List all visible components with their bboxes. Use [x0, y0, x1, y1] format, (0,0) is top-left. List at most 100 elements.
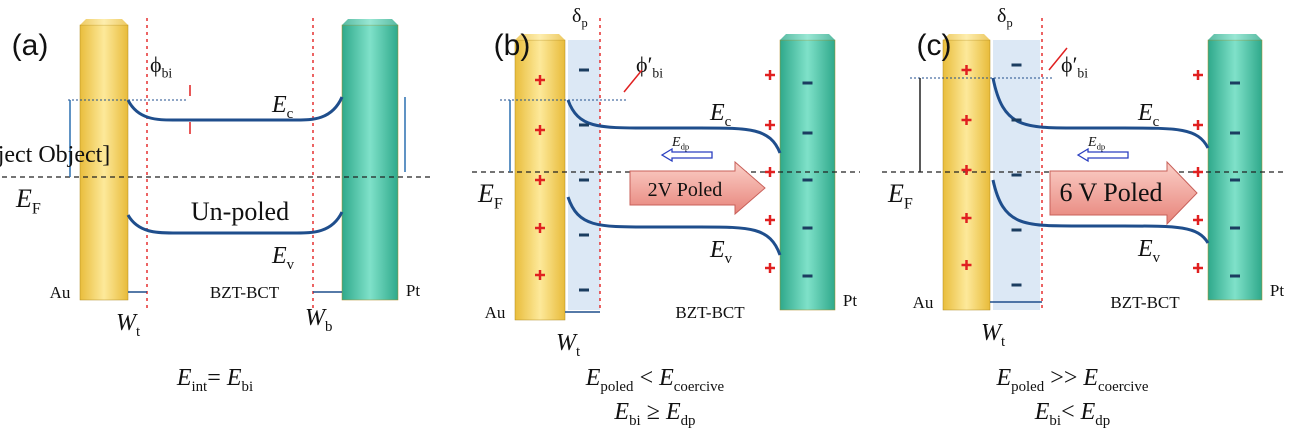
poling-label: 2V Poled	[648, 179, 723, 201]
main-text: E	[709, 100, 725, 126]
subscript: bi	[652, 66, 663, 81]
main-text: W	[556, 330, 578, 356]
main-text: E	[613, 399, 629, 425]
barrier-label: ϕbi	[150, 52, 172, 81]
subscript: dp	[681, 142, 690, 152]
subscript: F	[32, 201, 41, 218]
subscript: b	[325, 319, 332, 335]
subscript: t	[136, 324, 141, 340]
field-label: Edp	[1087, 135, 1105, 152]
main-text: W	[305, 305, 327, 331]
subscript: bi	[242, 379, 254, 395]
main-text: ϕ′	[1061, 52, 1077, 77]
subscript: bi	[629, 413, 641, 429]
main-text: E	[1137, 236, 1153, 262]
main-text: E	[671, 135, 681, 150]
depletion-label: δp	[572, 5, 588, 30]
main-text: E	[709, 237, 725, 263]
material-label: BZT-BCT	[675, 303, 745, 322]
main-text: E	[665, 399, 681, 425]
subscript: c	[725, 114, 732, 130]
depletion-region	[568, 40, 600, 310]
subscript: bi	[1049, 413, 1061, 429]
line	[624, 70, 642, 92]
equation: Epoled >> Ecoercive	[995, 365, 1148, 395]
main-text: W	[116, 310, 138, 336]
subscript: bi	[1077, 66, 1088, 81]
main-text: ϕ	[150, 52, 162, 77]
subscript: coercive	[674, 379, 725, 395]
main-text: E	[1137, 100, 1153, 126]
main-text: δ	[997, 5, 1006, 27]
equation: Ebi ≥ Edp	[613, 399, 695, 429]
main-text: >>	[1044, 365, 1083, 391]
state-label: Un-poled	[191, 197, 289, 226]
panel-tag: (a)	[12, 29, 49, 62]
main-text: E	[1080, 399, 1096, 425]
main-text: =	[207, 365, 227, 391]
electrode-bevel	[1208, 34, 1262, 40]
subscript: coercive	[1098, 379, 1149, 395]
material-label: BZT-BCT	[210, 283, 280, 302]
main-text: E	[1034, 399, 1050, 425]
subscript: p	[1006, 16, 1012, 30]
metal-label: Au	[913, 293, 934, 312]
conduction-label: Ec	[709, 100, 732, 130]
fermi-label: EF	[477, 179, 503, 213]
main-text: E	[477, 179, 494, 208]
subscript: c	[1153, 114, 1160, 130]
equation: Eint = Ebi	[176, 365, 253, 395]
subscript: v	[287, 257, 295, 273]
main-text: E	[995, 365, 1011, 391]
equation: Epoled < Ecoercive	[585, 365, 725, 395]
metal-label: Pt	[406, 281, 420, 300]
subscript: poled	[1011, 379, 1045, 395]
panel-tag: (c)	[917, 29, 952, 62]
main-text: W	[981, 320, 1003, 346]
poling-label: 6 V Poled	[1059, 178, 1162, 207]
main-text: E	[176, 365, 192, 391]
subscript: dp	[1097, 142, 1106, 152]
electrode-bevel	[780, 34, 835, 40]
subscript: t	[1001, 334, 1006, 350]
main-text: <	[1061, 399, 1081, 425]
valence-label: Ev	[709, 237, 733, 267]
fermi-label: EF	[887, 179, 913, 213]
width-label: Wt	[981, 320, 1006, 350]
panel-tag: (b)	[494, 29, 531, 62]
subscript: c	[287, 106, 294, 122]
material-label: BZT-BCT	[1110, 293, 1180, 312]
width-label: Wt	[556, 330, 581, 360]
main-text: E	[226, 365, 242, 391]
field-label: Edp	[671, 135, 689, 152]
barrier-label: ϕ′bi	[1061, 52, 1088, 81]
main-text: E	[585, 365, 601, 391]
subscript: dp	[681, 413, 696, 429]
subscript: p	[581, 16, 587, 30]
main-text: E	[658, 365, 674, 391]
fermi-label: EF	[15, 184, 41, 218]
main-text: ≥	[641, 399, 666, 425]
conduction-label: Ec	[1137, 100, 1160, 130]
conduction-label: Ec	[271, 92, 294, 122]
subscript: int	[191, 379, 208, 395]
barrier-label: ϕ′bi	[636, 52, 663, 81]
metal-label: Pt	[843, 291, 857, 310]
work-label: [object Object]	[0, 142, 110, 168]
valence-label: Ev	[1137, 236, 1161, 266]
subscript: bi	[162, 66, 173, 81]
equation: Ebi < Edp	[1034, 399, 1111, 429]
main-text: E	[1082, 365, 1098, 391]
subscript: v	[725, 251, 733, 267]
metal-label: Pt	[1270, 281, 1284, 300]
main-text: E	[1087, 135, 1097, 150]
subscript: F	[904, 196, 913, 213]
subscript: poled	[600, 379, 634, 395]
width-label: Wb	[305, 305, 333, 335]
metal-label: Au	[485, 303, 506, 322]
main-text: E	[271, 243, 287, 269]
depletion-label: δp	[997, 5, 1013, 30]
main-text: E	[15, 184, 32, 213]
subscript: F	[494, 196, 503, 213]
main-text: <	[634, 365, 660, 391]
